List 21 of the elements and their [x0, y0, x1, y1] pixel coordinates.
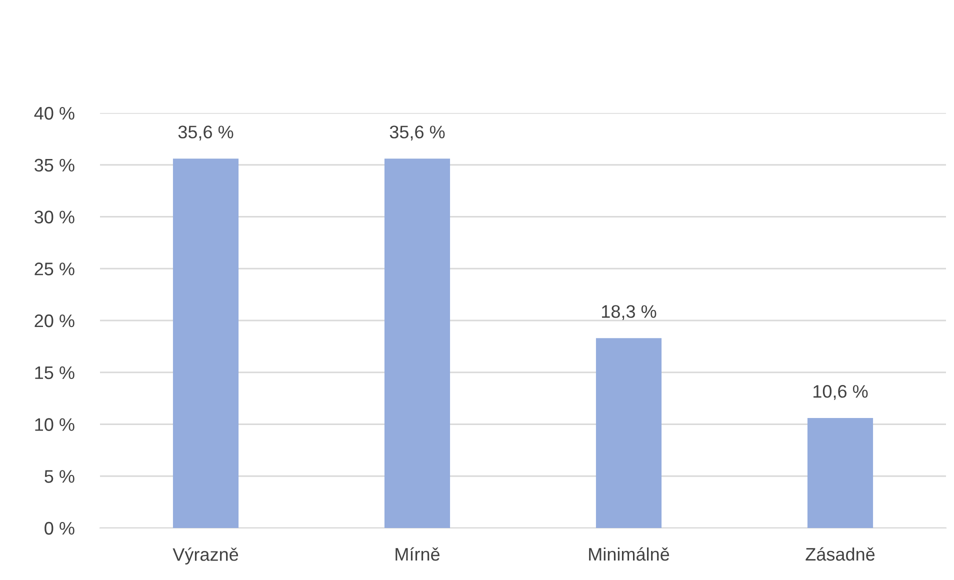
- y-tick-label: 20 %: [34, 314, 74, 328]
- bar: [384, 158, 450, 528]
- x-tick-label: Výrazně: [172, 547, 238, 564]
- y-tick-label: 30 %: [34, 210, 74, 224]
- x-tick-label: Zásadně: [806, 547, 875, 561]
- data-label: 35,6 %: [178, 126, 234, 141]
- data-label: 35,6 %: [390, 126, 445, 141]
- y-tick-label: 35 %: [34, 158, 74, 172]
- data-label: 18,3 %: [602, 305, 656, 320]
- bar: [596, 338, 662, 528]
- data-label: 10,6 %: [814, 385, 868, 400]
- bar: [807, 418, 874, 528]
- y-tick-label: 15 %: [35, 366, 74, 380]
- x-tick-label: Mírně: [396, 547, 440, 561]
- y-tick-label: 0 %: [44, 522, 74, 535]
- x-tick-label: Minimálně: [589, 547, 670, 561]
- y-tick-label: 40 %: [34, 106, 74, 120]
- bar: [172, 158, 239, 528]
- y-tick-label: 10 %: [35, 418, 74, 431]
- y-tick-label: 5 %: [44, 470, 74, 483]
- y-tick-label: 25 %: [34, 262, 74, 276]
